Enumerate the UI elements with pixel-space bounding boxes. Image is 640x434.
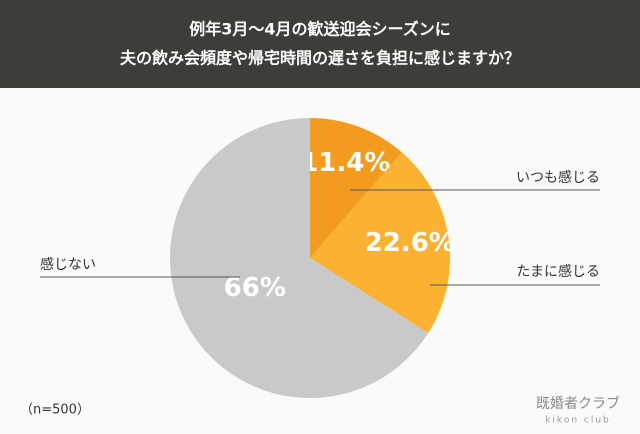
category-label: たまに感じる	[516, 263, 600, 280]
category-label: 感じない	[40, 256, 96, 273]
pie-slice	[310, 152, 450, 334]
note: （n=500）	[20, 403, 90, 418]
logo: 既婚者クラブ	[536, 395, 620, 412]
chart-title: 例年3月〜4月の歓送迎会シーズンに	[189, 20, 450, 39]
value-label: 66%	[224, 273, 286, 303]
chart-title: 夫の飲み会頻度や帰宅時間の遅さを負担に感じますか？	[120, 49, 520, 68]
category-label: いつも感じる	[516, 169, 600, 186]
value-label: 22.6%	[365, 228, 455, 258]
logo-sub: kikon club	[545, 416, 611, 426]
value-label: 11.4%	[300, 148, 390, 178]
header	[0, 0, 640, 88]
pie-slice	[310, 118, 402, 258]
pie-slice	[169, 118, 429, 399]
